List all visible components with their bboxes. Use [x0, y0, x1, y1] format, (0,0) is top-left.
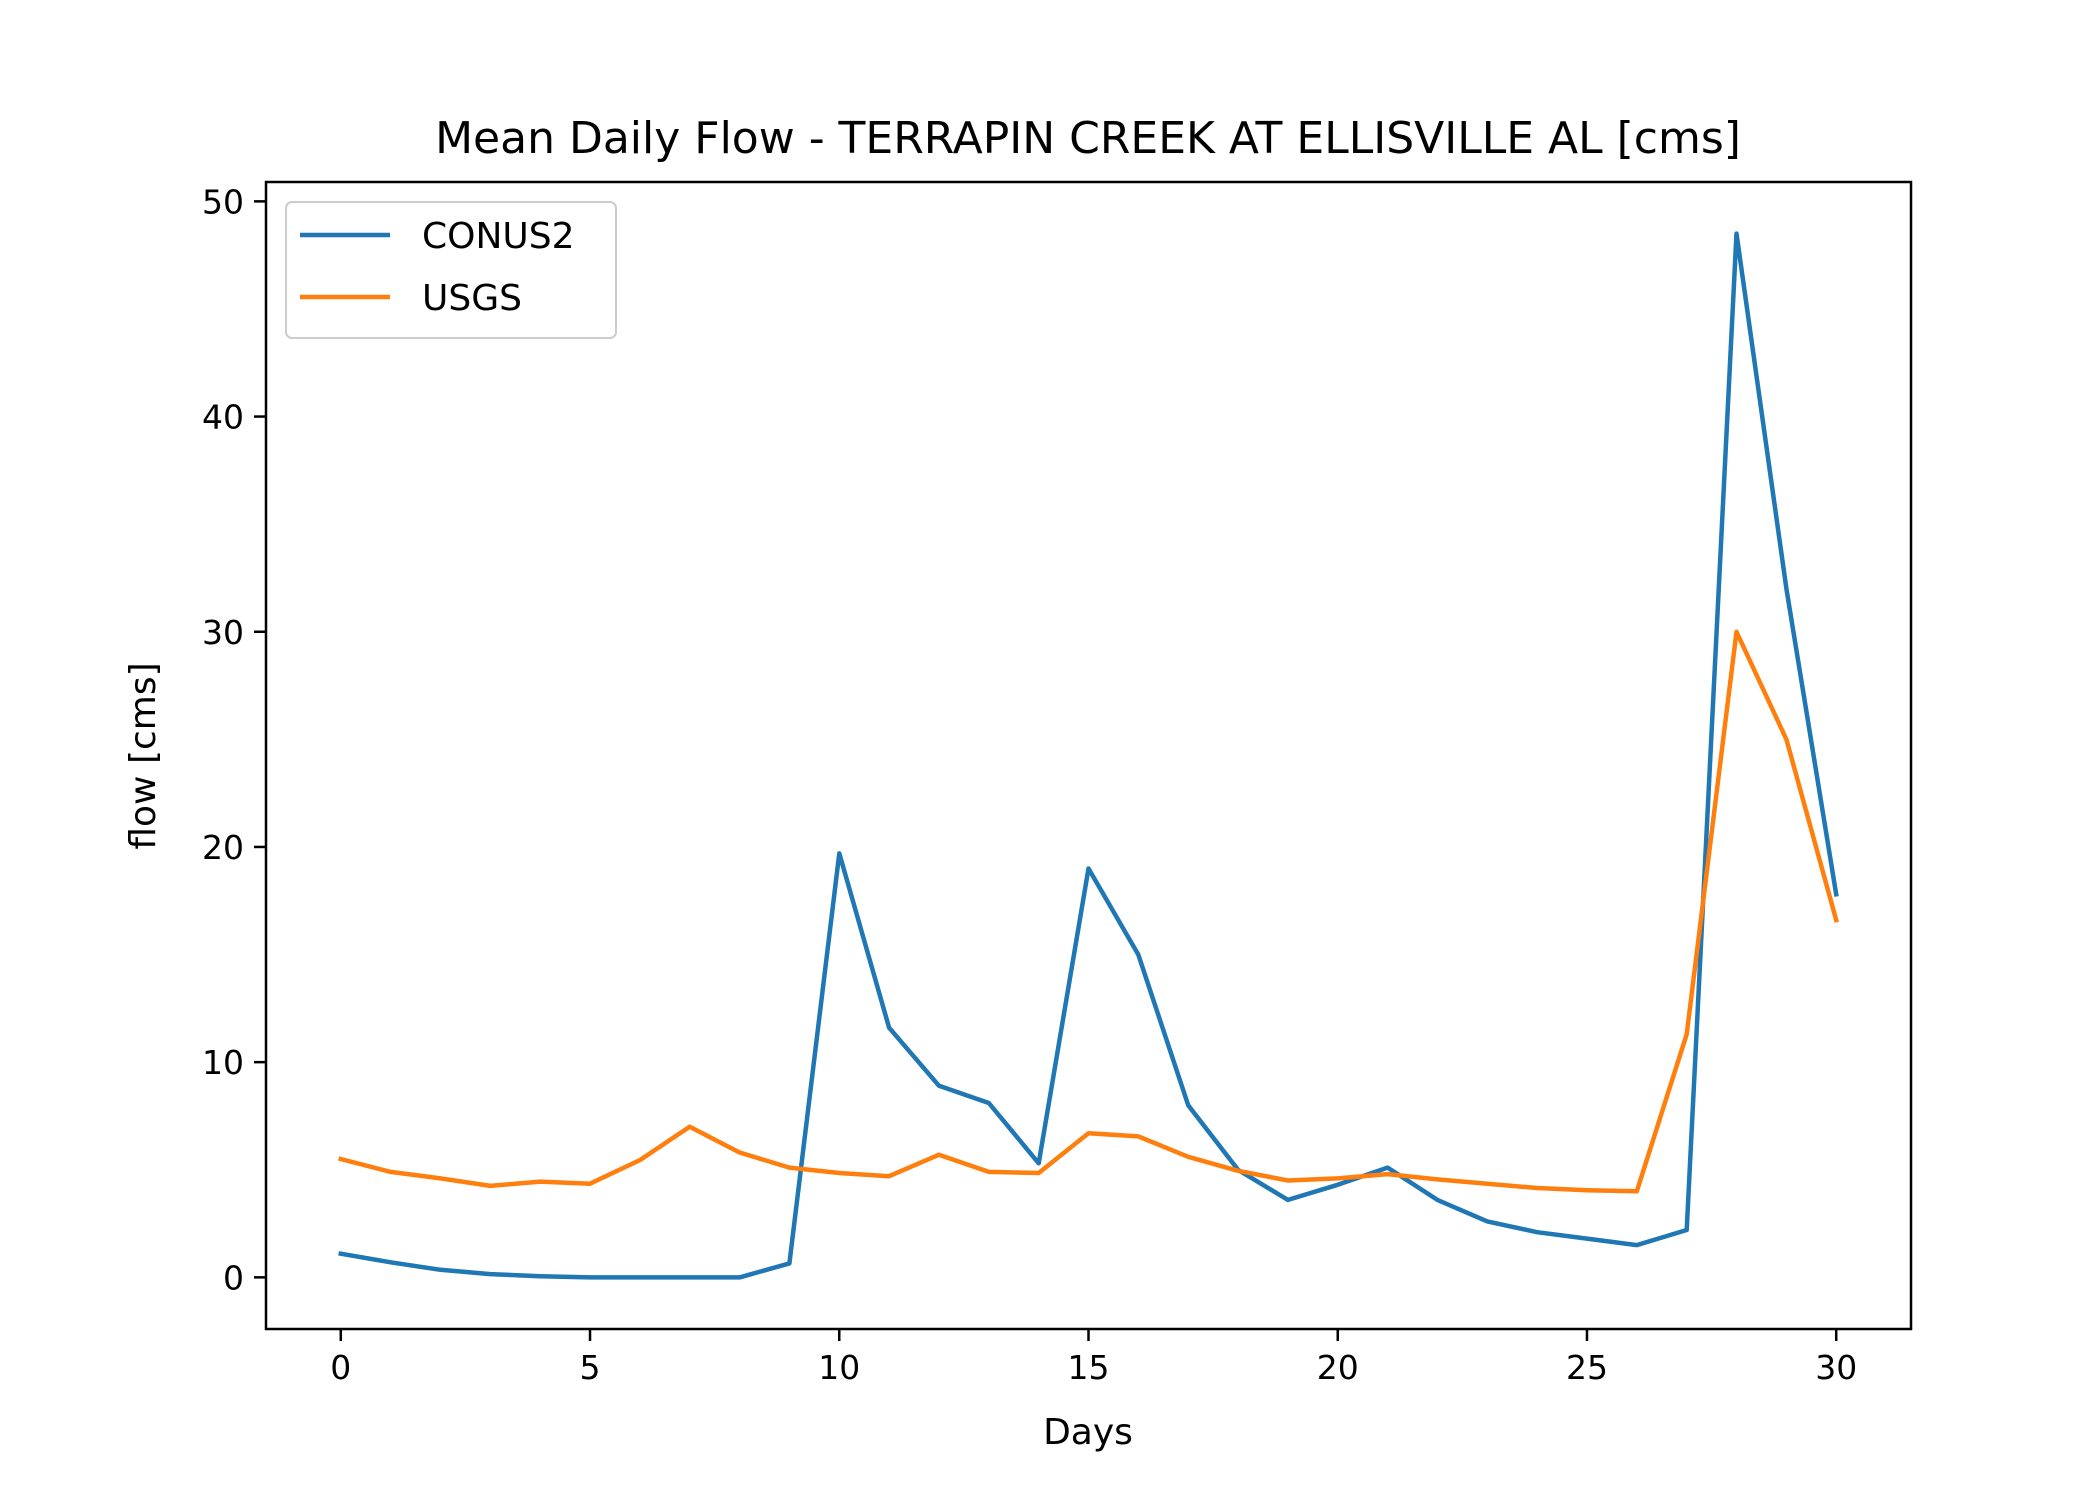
- x-tick-label: 5: [580, 1348, 601, 1387]
- x-tick-label: 15: [1068, 1348, 1110, 1387]
- series-layer: [338, 231, 1839, 1280]
- x-tick-label: 0: [330, 1348, 351, 1387]
- plot-frame: [264, 180, 1913, 1331]
- legend-label-usgs: USGS: [422, 278, 522, 319]
- y-tick-label: 30: [202, 613, 244, 652]
- x-axis-label: Days: [1043, 1412, 1133, 1453]
- y-tick-label: 50: [202, 182, 244, 221]
- y-tick-label: 10: [202, 1043, 244, 1082]
- x-tick-label: 25: [1566, 1348, 1608, 1387]
- x-tick-label: 30: [1815, 1348, 1857, 1387]
- x-tick-label: 20: [1317, 1348, 1359, 1387]
- y-tick-label: 0: [223, 1258, 244, 1297]
- legend-label-conus2: CONUS2: [422, 216, 575, 257]
- y-tick-label: 40: [202, 398, 244, 437]
- y-axis-label: flow [cms]: [123, 662, 164, 849]
- x-tick-label: 10: [818, 1348, 860, 1387]
- x-axis-ticks: 0 5 10 15 20 25 30: [330, 1329, 1857, 1387]
- chart-title: Mean Daily Flow - TERRAPIN CREEK AT ELLI…: [435, 113, 1741, 164]
- y-axis-ticks: 0 10 20 30 40 50: [202, 182, 266, 1297]
- y-tick-label: 20: [202, 828, 244, 867]
- legend: CONUS2 USGS: [285, 201, 617, 339]
